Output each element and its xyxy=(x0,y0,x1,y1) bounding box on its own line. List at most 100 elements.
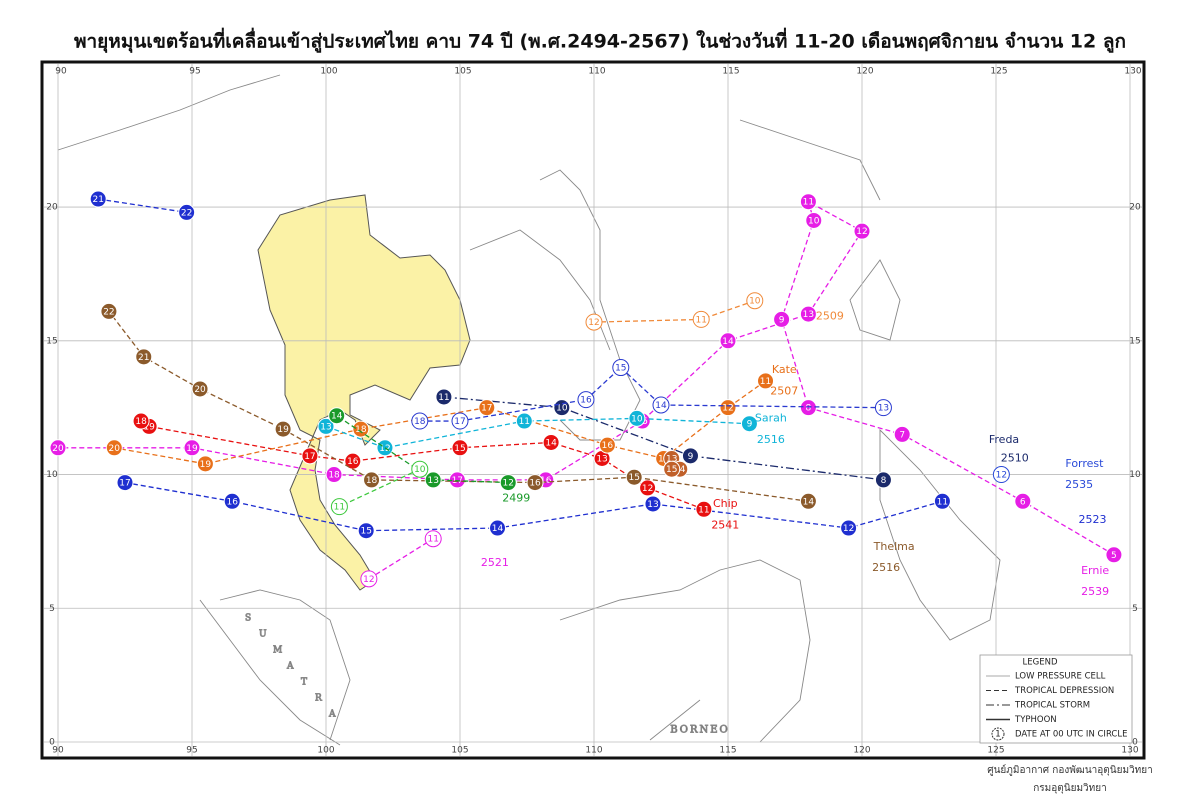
track-point xyxy=(773,310,791,328)
day-label: 7 xyxy=(899,430,905,440)
track-point xyxy=(223,492,241,510)
day-label: 9 xyxy=(747,420,753,430)
day-label: 20 xyxy=(109,444,121,454)
track-line xyxy=(339,468,421,508)
day-label: 18 xyxy=(414,417,426,427)
day-label: 18 xyxy=(355,425,367,435)
day-label: 11 xyxy=(519,417,530,427)
storm-label: 2535 xyxy=(1065,478,1093,491)
track-point xyxy=(424,530,442,548)
track-point xyxy=(49,439,67,457)
track-point xyxy=(360,570,378,588)
x-tick-label: 95 xyxy=(189,67,200,77)
track-point xyxy=(330,498,348,516)
x-tick-label: 95 xyxy=(186,746,197,756)
storm-label: 2499 xyxy=(502,492,530,505)
day-label: 10 xyxy=(631,414,643,424)
y-tick-label: 0 xyxy=(1132,738,1138,748)
track-point xyxy=(542,433,560,451)
track-point xyxy=(874,399,892,417)
day-label: 11 xyxy=(427,535,438,545)
track-point xyxy=(719,399,737,417)
x-tick-label: 105 xyxy=(454,67,471,77)
track-point xyxy=(526,474,544,492)
track-point xyxy=(196,455,214,473)
x-tick-label: 130 xyxy=(1121,746,1138,756)
day-label: 9 xyxy=(688,452,694,462)
track-point xyxy=(598,436,616,454)
day-label: 14 xyxy=(331,412,343,422)
day-label: 11 xyxy=(937,497,948,507)
storm-label: 2523 xyxy=(1078,513,1106,526)
day-label: 17 xyxy=(304,452,315,462)
track-point xyxy=(652,396,670,414)
place-label: A xyxy=(328,710,336,720)
track-point xyxy=(853,222,871,240)
x-tick-label: 110 xyxy=(585,746,602,756)
track-line xyxy=(98,198,187,214)
day-label: 13 xyxy=(427,476,438,486)
y-tick-label: 10 xyxy=(1129,470,1141,480)
track-point xyxy=(933,492,951,510)
place-label: A xyxy=(286,662,294,672)
legend-label: TROPICAL DEPRESSION xyxy=(1014,686,1114,696)
track-point xyxy=(840,519,858,537)
track-point xyxy=(893,425,911,443)
track-point xyxy=(424,471,442,489)
storm-label: Chip xyxy=(713,497,738,510)
day-label: 5 xyxy=(1111,551,1117,561)
day-label: 20 xyxy=(194,385,206,395)
day-label: 6 xyxy=(1020,497,1026,507)
x-tick-label: 90 xyxy=(55,67,67,77)
track-point xyxy=(489,519,507,537)
x-tick-label: 120 xyxy=(853,746,870,756)
day-label: 12 xyxy=(722,404,733,414)
day-label: 11 xyxy=(760,377,771,387)
day-label: 14 xyxy=(722,337,734,347)
y-tick-label: 15 xyxy=(1129,336,1140,346)
day-label: 9 xyxy=(779,315,785,325)
map-frame xyxy=(40,60,1146,760)
storm-label: 2541 xyxy=(711,518,739,531)
track-point xyxy=(451,439,469,457)
track-point xyxy=(695,500,713,518)
day-label: 13 xyxy=(596,454,607,464)
day-label: 10 xyxy=(749,297,761,307)
day-label: 19 xyxy=(200,460,212,470)
day-label: 22 xyxy=(181,208,192,218)
title: พายุหมุนเขตร้อนที่เคลื่อนเข้าสู่ประเทศไท… xyxy=(74,28,1126,54)
storm-label: Sarah xyxy=(755,411,787,424)
day-label: 13 xyxy=(803,310,814,320)
day-label: 17 xyxy=(119,479,130,489)
day-label: 22 xyxy=(103,307,114,317)
day-label: 16 xyxy=(529,479,541,489)
day-label: 13 xyxy=(320,422,331,432)
track-point xyxy=(585,313,603,331)
track-point xyxy=(451,412,469,430)
legend: LEGEND LOW PRESSURE CELL TROPICAL DEPRESSI… xyxy=(979,654,1133,744)
credit: กรมอุตุนิยมวิทยา xyxy=(1033,783,1107,794)
day-label: 16 xyxy=(226,497,238,507)
day-label: 20 xyxy=(52,444,64,454)
day-label: 10 xyxy=(556,404,568,414)
y-tick-label: 5 xyxy=(49,604,55,614)
storm-label: 2510 xyxy=(1001,451,1029,464)
storm-label: 2516 xyxy=(872,561,900,574)
track-point xyxy=(692,310,710,328)
x-tick-label: 125 xyxy=(990,67,1007,77)
track-point xyxy=(757,372,775,390)
place-label: R xyxy=(315,694,322,704)
day-label: 15 xyxy=(628,473,639,483)
track-line xyxy=(58,200,1115,556)
legend-title: LEGEND xyxy=(1023,658,1058,668)
track-point xyxy=(805,211,823,229)
track-point xyxy=(301,447,319,465)
track-point xyxy=(178,203,196,221)
track-point xyxy=(992,466,1010,484)
track-line xyxy=(368,538,434,580)
storm-label: 2521 xyxy=(481,556,509,569)
track-point xyxy=(352,420,370,438)
place-label: T xyxy=(301,678,307,688)
